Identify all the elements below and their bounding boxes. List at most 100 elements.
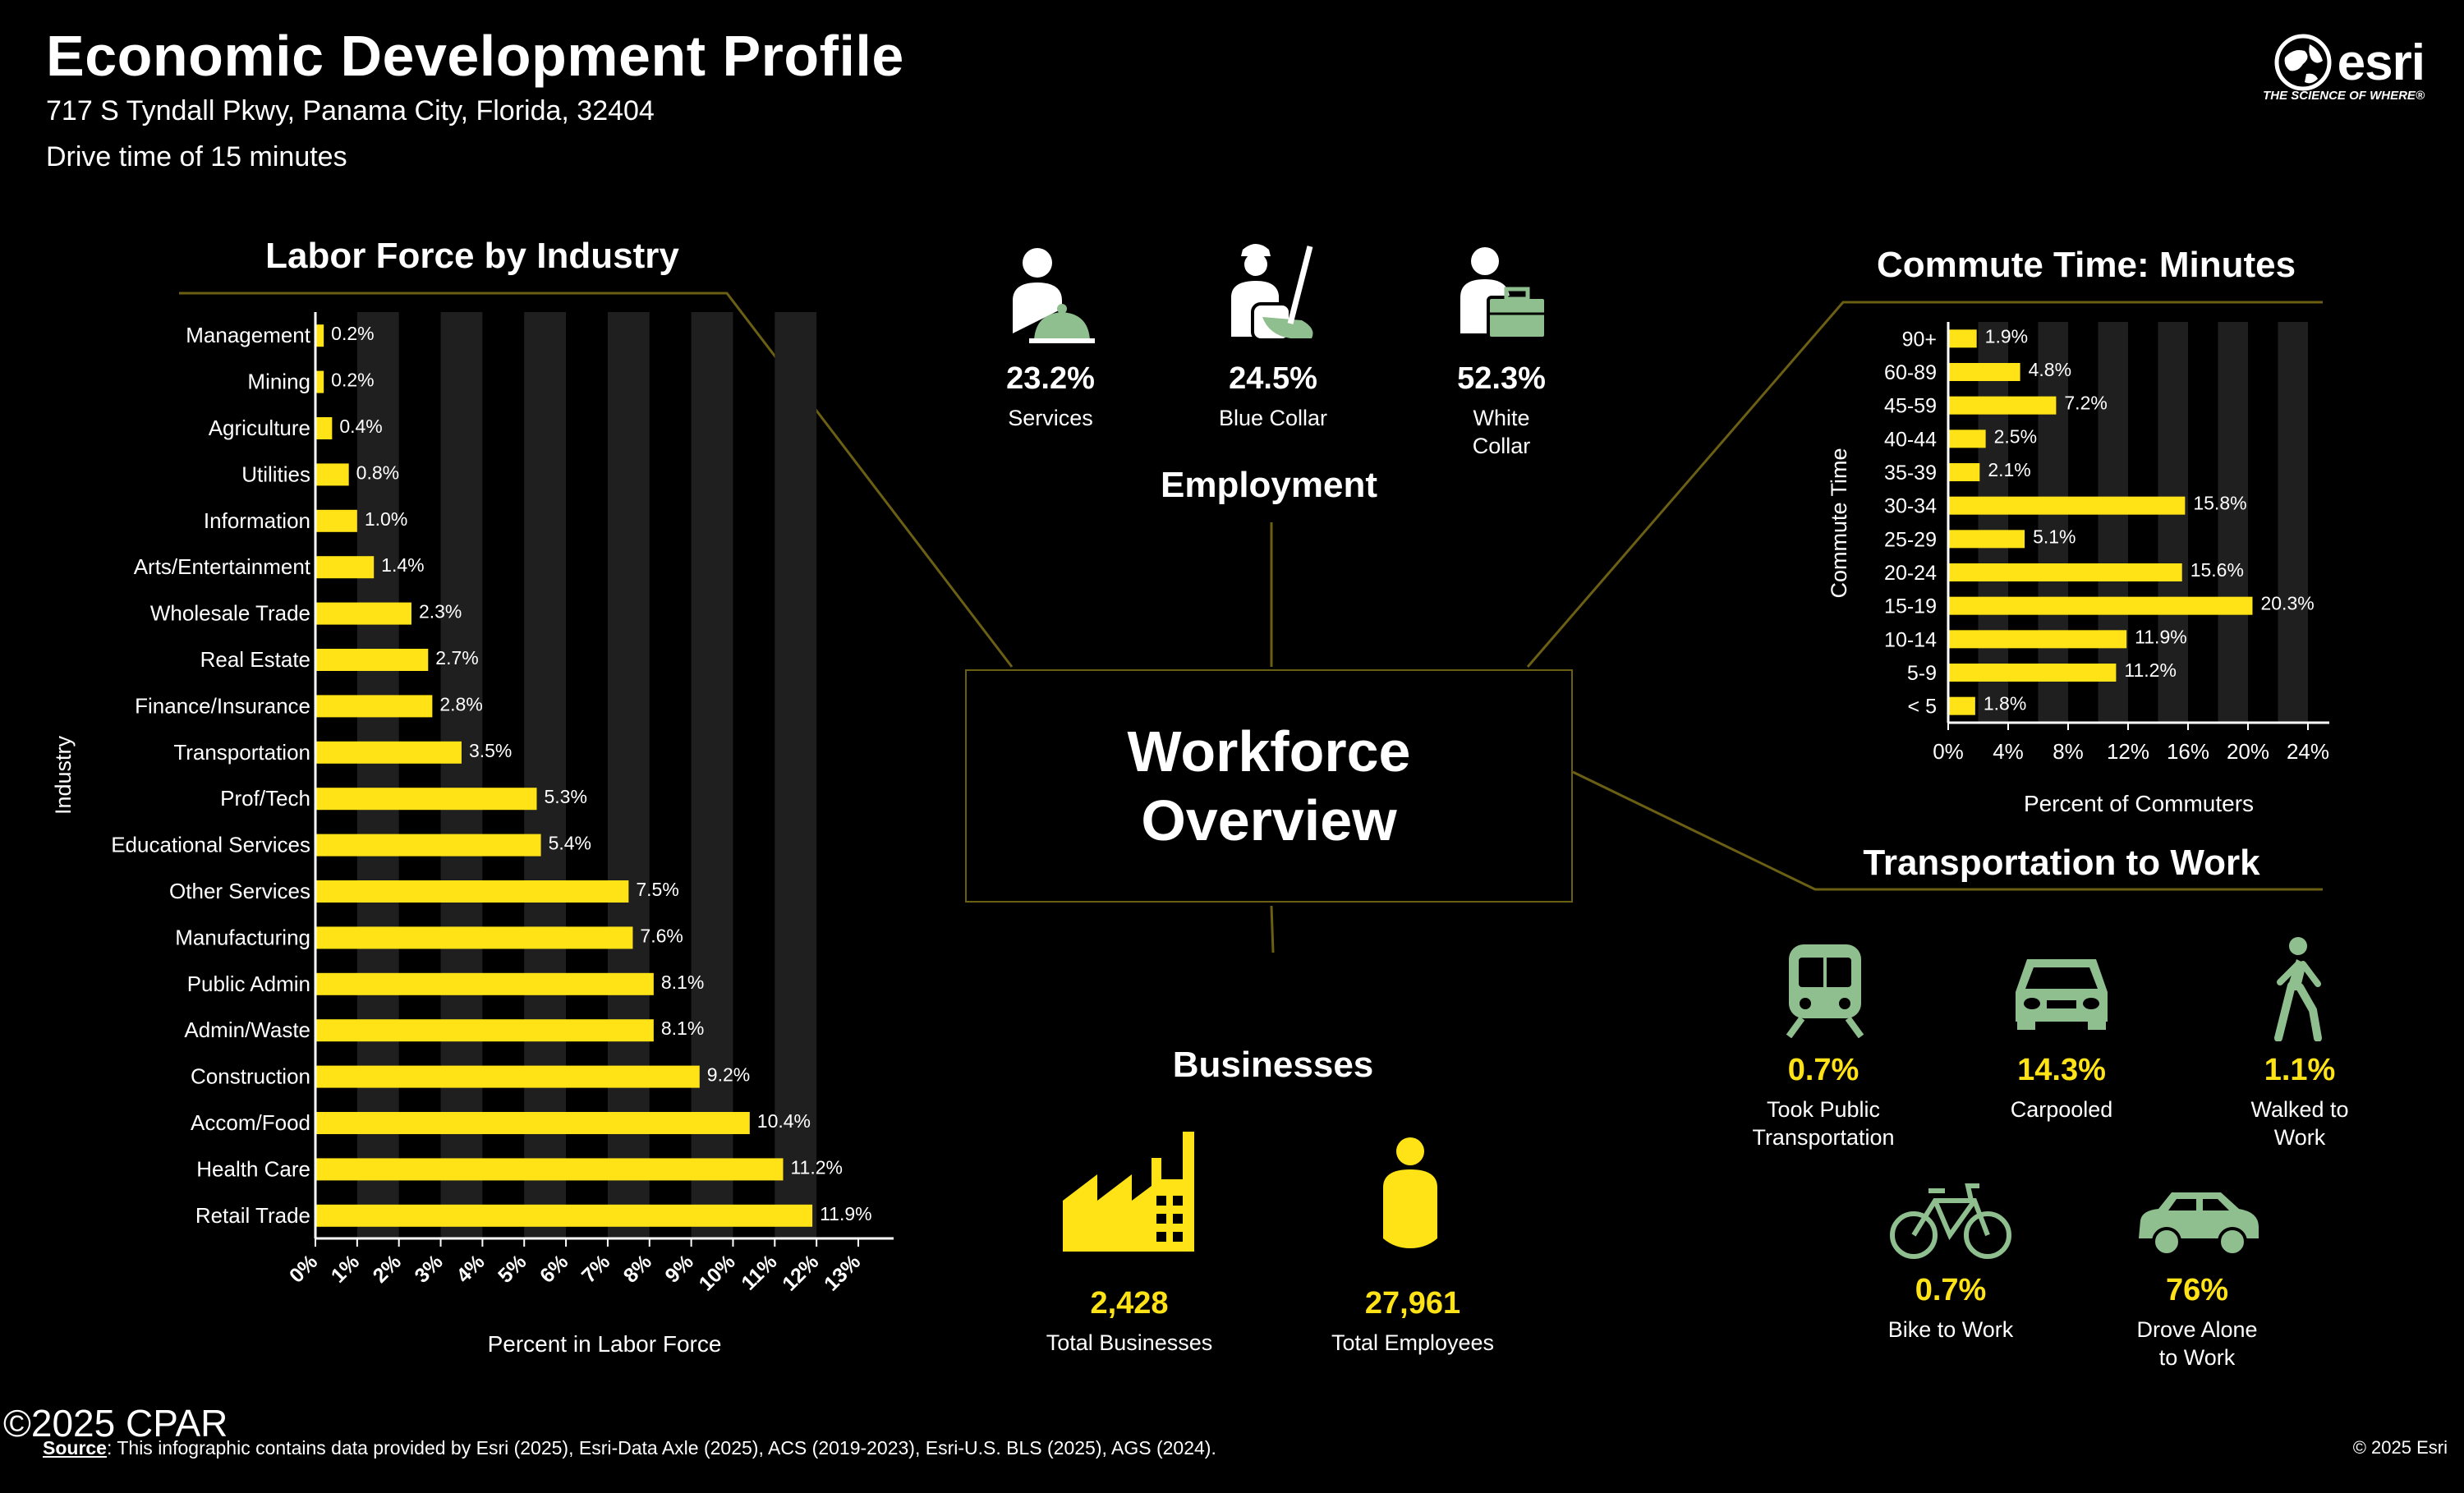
walked-label1: Walked to (2250, 1097, 2349, 1122)
bar (315, 1019, 654, 1042)
esri-logo: esri THE SCIENCE OF WHERE® (2263, 33, 2425, 103)
bar (1948, 463, 1980, 481)
data-label: 20.3% (2260, 593, 2314, 614)
walking-person-icon (2274, 937, 2322, 1041)
bar (1948, 563, 2182, 581)
bar (315, 834, 541, 857)
bar (1948, 664, 2117, 682)
category-label: Manufacturing (175, 925, 310, 949)
bike-value: 0.7% (1915, 1273, 1987, 1307)
commute-time-chart: 90+ 1.9% 60-89 4.8% 45-59 7.2% 40-44 2.5% 35-39 2… (1827, 322, 2329, 816)
logo-tagline: THE SCIENCE OF WHERE® (2263, 89, 2425, 103)
x-axis-title: Percent in Labor Force (488, 1331, 722, 1357)
drove-alone-label1: Drove Alone (2136, 1317, 2258, 1342)
category-label: 35-39 (1884, 462, 1937, 485)
x-tick-label: 11% (737, 1250, 781, 1294)
bar (1948, 596, 2253, 615)
x-tick-label: 10% (695, 1250, 740, 1295)
grid-band (2218, 322, 2248, 723)
blue-collar-value: 24.5% (1229, 361, 1317, 396)
category-label: Construction (191, 1064, 310, 1089)
category-label: Public Admin (187, 972, 310, 996)
total-employees-kpi: 27,961 Total Employees (1314, 1286, 1511, 1357)
category-label: 10-14 (1884, 628, 1937, 651)
x-tick-label: 0% (285, 1250, 322, 1287)
data-label: 4.8% (2029, 359, 2071, 380)
x-tick-label: 12% (2107, 739, 2149, 764)
public-transport-value: 0.7% (1787, 1053, 1859, 1087)
center-line1: Workforce (1127, 719, 1411, 783)
copyright-right: © 2025 Esri (2352, 1437, 2448, 1458)
total-businesses-kpi: 2,428 Total Businesses (1035, 1286, 1224, 1357)
source-label: Source (43, 1437, 107, 1459)
x-tick-label: 2% (369, 1250, 406, 1287)
bar (1948, 530, 2025, 549)
x-tick-label: 3% (410, 1250, 447, 1287)
data-label: 7.2% (2064, 393, 2107, 414)
car-front-icon (2016, 959, 2108, 1030)
bar (315, 741, 462, 764)
bar (315, 926, 633, 949)
data-label: 7.6% (640, 925, 683, 946)
total-employees-value: 27,961 (1364, 1286, 1461, 1321)
white-collar-value: 52.3% (1457, 361, 1546, 396)
connector-transport (1572, 770, 2323, 891)
x-tick-label: 0% (1933, 739, 1964, 764)
workforce-overview-box: Workforce Overview (965, 669, 1573, 903)
category-label: Retail Trade (195, 1203, 310, 1228)
employment-white-collar (1444, 243, 1559, 354)
employee-person-icon (1383, 1137, 1437, 1248)
drove-alone-value: 76% (2165, 1273, 2229, 1307)
category-label: Mining (247, 370, 310, 394)
labor-force-chart: Management 0.2% Mining 0.2% Agriculture 0.4% U… (51, 312, 894, 1357)
connector-businesses (1270, 905, 1275, 953)
data-label: 11.9% (2135, 626, 2187, 647)
category-label: < 5 (1908, 696, 1937, 719)
category-label: Management (186, 323, 311, 347)
bar (315, 972, 654, 995)
data-label: 1.0% (365, 508, 407, 530)
bar (1948, 430, 1986, 448)
blue-collar-worker-icon (1231, 244, 1313, 342)
category-label: Agriculture (209, 416, 310, 440)
page-title: Economic Development Profile (46, 24, 904, 88)
walked-value: 1.1% (2264, 1053, 2336, 1087)
bar (315, 324, 324, 347)
bar (1948, 329, 1977, 348)
employment-blue-collar (1216, 238, 1331, 357)
data-label: 2.5% (1994, 425, 2037, 447)
data-label: 10.4% (757, 1110, 811, 1132)
category-label: Admin/Waste (184, 1018, 310, 1042)
category-label: 45-59 (1884, 395, 1937, 418)
data-label: 11.2% (2124, 659, 2177, 681)
data-label: 15.8% (2193, 493, 2246, 514)
bicycle-icon (1890, 1183, 2011, 1259)
services-worker-icon (1013, 248, 1095, 343)
category-label: Educational Services (111, 833, 310, 857)
grid-band (775, 312, 817, 1238)
category-label: 20-24 (1884, 562, 1937, 585)
drove-alone-label2: to Work (2158, 1344, 2236, 1370)
data-label: 8.1% (661, 972, 704, 993)
x-tick-label: 4% (452, 1250, 489, 1287)
data-label: 11.9% (820, 1203, 872, 1224)
x-tick-label: 16% (2167, 739, 2209, 764)
total-employees-label: Total Employees (1331, 1330, 1495, 1355)
x-axis-title: Percent of Commuters (2024, 791, 2254, 816)
bar (315, 880, 629, 903)
bar (315, 1158, 784, 1181)
x-tick-label: 12% (778, 1250, 823, 1295)
data-label: 8.1% (661, 1018, 704, 1039)
connector-commute (1526, 301, 2323, 668)
labor-chart-title: Labor Force by Industry (265, 236, 679, 276)
white-collar-label: White Collar (1472, 406, 1531, 458)
x-tick-label: 4% (1993, 739, 2024, 764)
x-tick-label: 6% (536, 1250, 572, 1287)
bar (315, 509, 357, 532)
x-tick-label: 5% (494, 1250, 531, 1287)
bar (315, 556, 375, 579)
data-label: 0.2% (331, 323, 374, 344)
car-side-icon (2139, 1192, 2259, 1256)
category-label: 15-19 (1884, 595, 1937, 618)
category-label: 25-29 (1884, 528, 1937, 551)
